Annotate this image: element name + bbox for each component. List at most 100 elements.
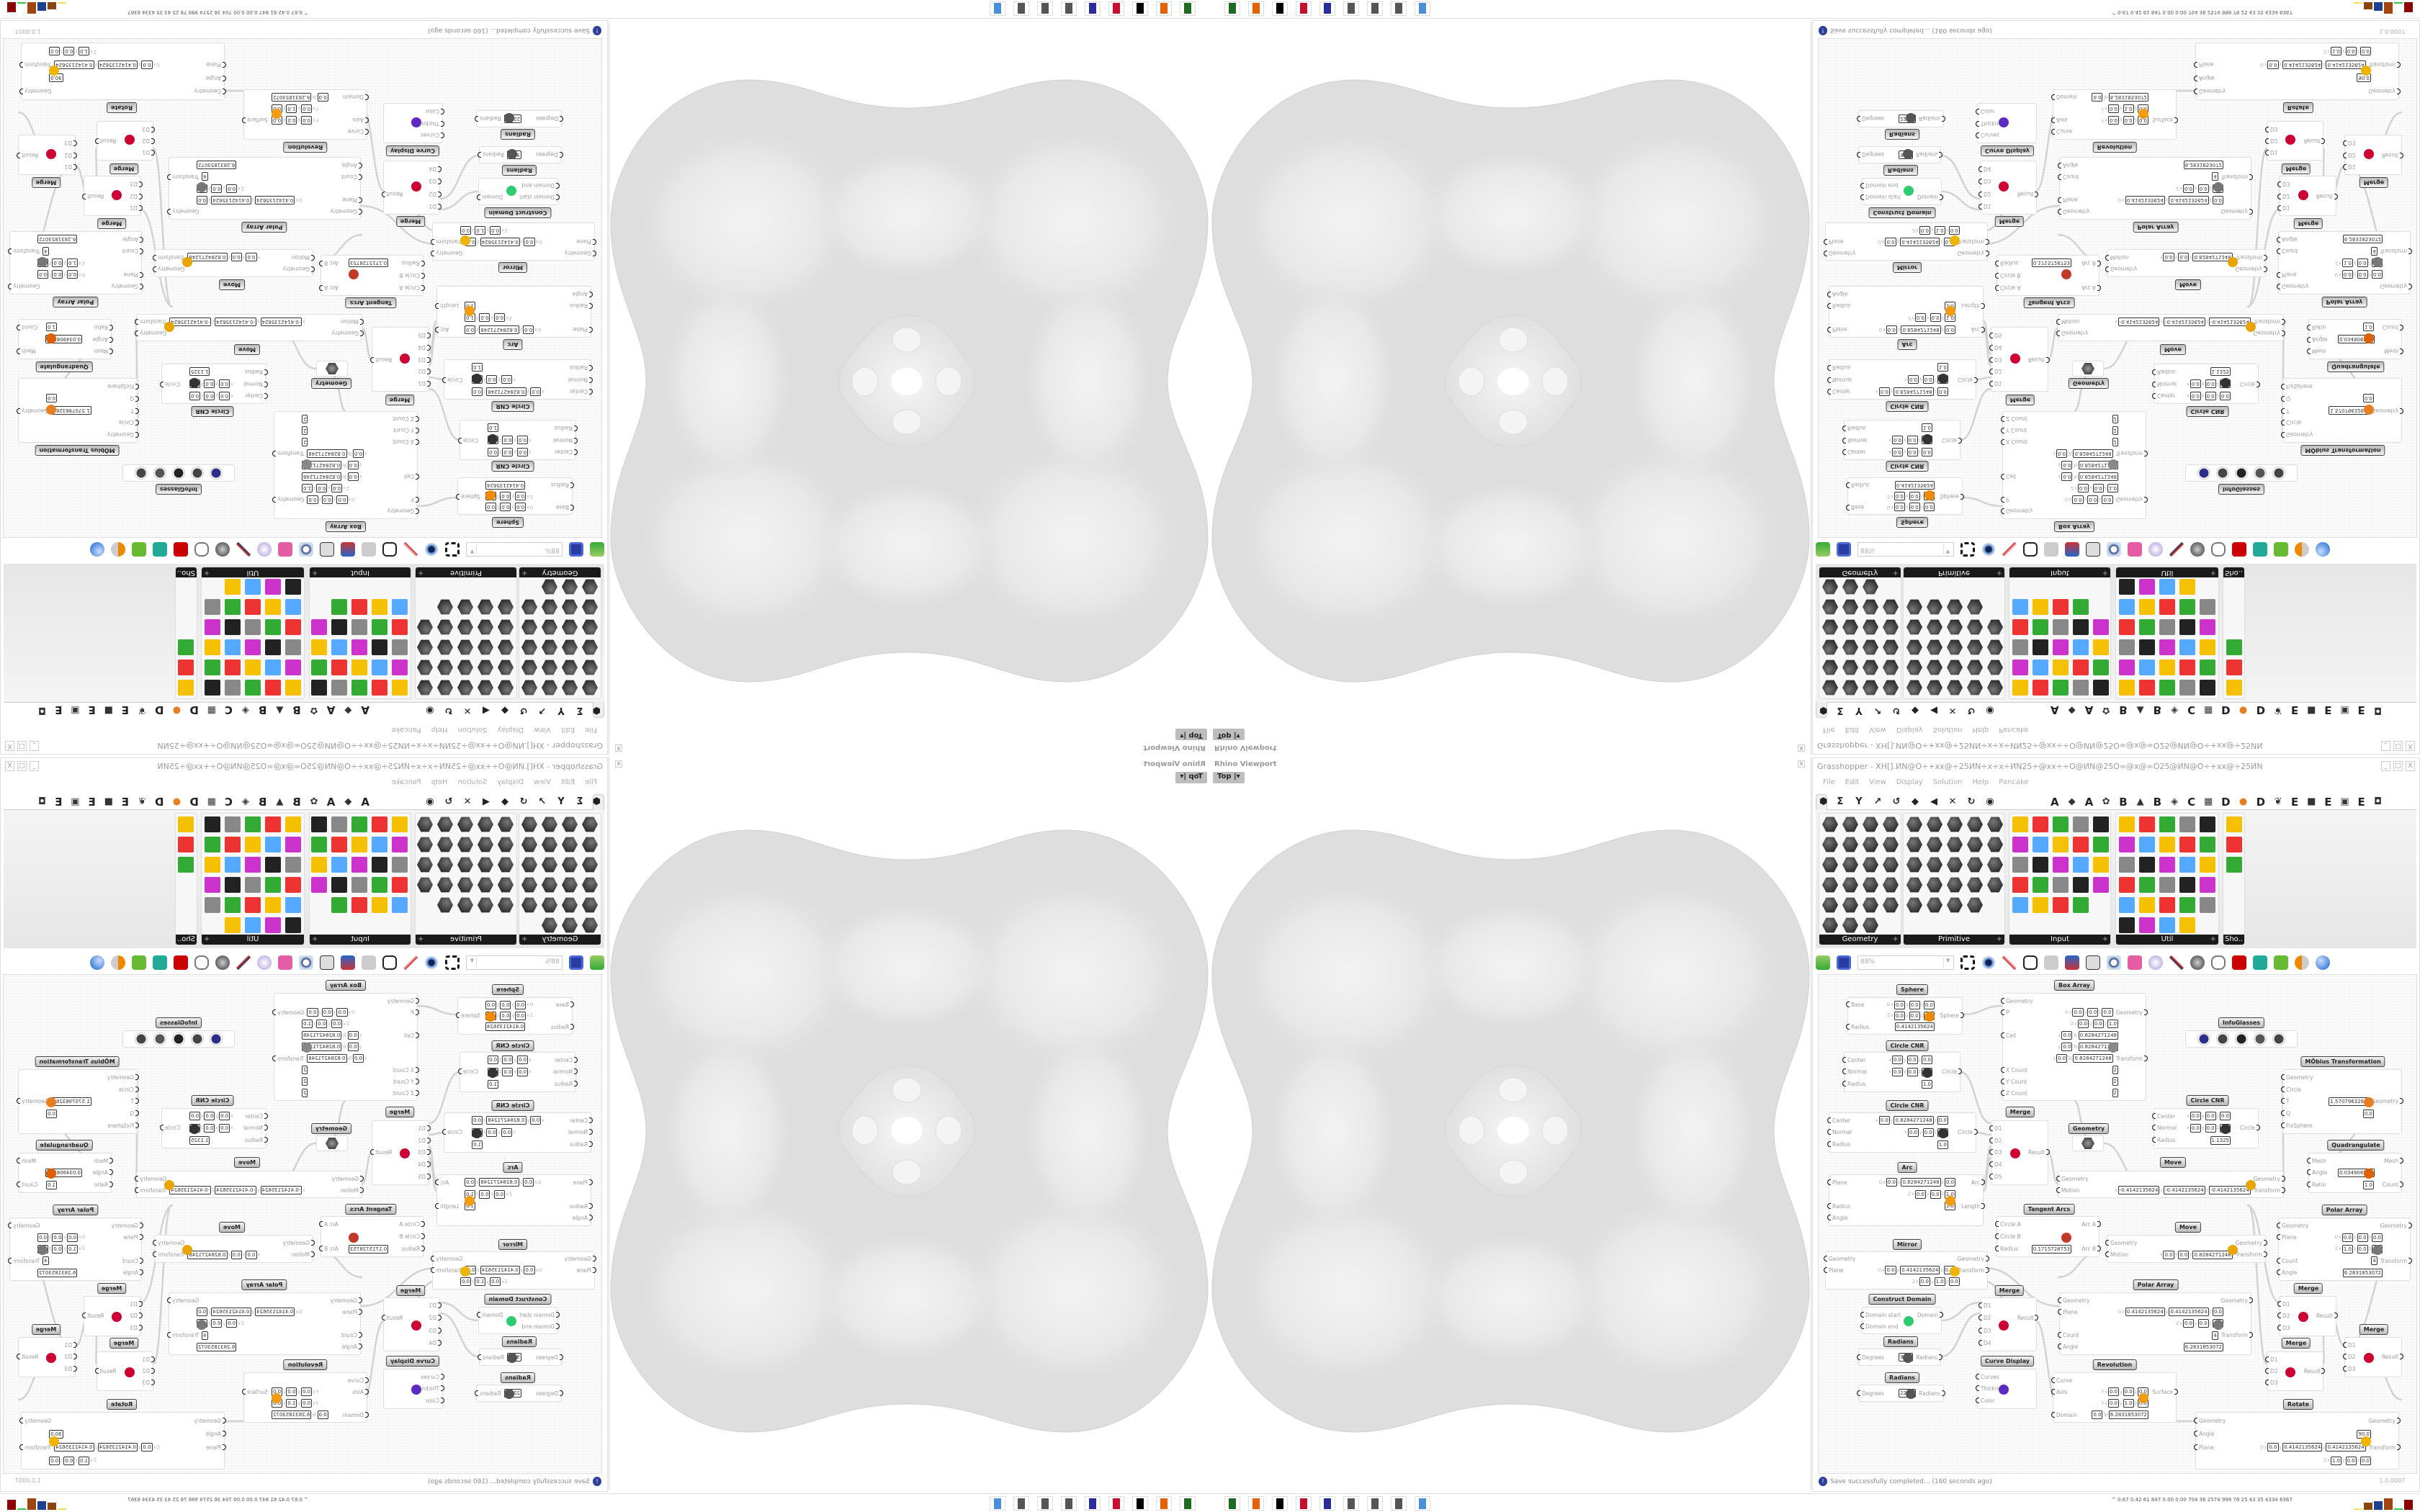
menu-edit[interactable]: Edit — [560, 778, 575, 786]
menu-display[interactable]: Display — [1896, 726, 1923, 734]
node-geometry[interactable] — [2072, 361, 2104, 377]
node-title[interactable]: Merge — [31, 177, 61, 188]
value-field[interactable]: 0.0 — [2360, 47, 2371, 56]
plugin-tab-icon[interactable]: ● — [2238, 796, 2248, 807]
input-grip[interactable] — [2281, 432, 2285, 438]
input-grip[interactable] — [1976, 132, 1979, 139]
output-grip[interactable] — [319, 285, 323, 291]
maze-icon[interactable] — [1391, 1496, 1407, 1511]
value-field[interactable]: 0.8284271248 — [2073, 449, 2113, 458]
value-field[interactable]: 0.1715728753 — [349, 258, 389, 268]
input-grip[interactable] — [365, 1411, 369, 1418]
value-field[interactable]: 1.0 — [1937, 363, 1948, 372]
value-field[interactable]: 0.0 — [1919, 225, 1930, 235]
output-grip[interactable] — [2249, 1297, 2253, 1303]
component-icon[interactable] — [351, 897, 367, 913]
value-field[interactable]: 0.0 — [37, 270, 49, 279]
component-icon[interactable] — [2139, 917, 2155, 933]
value-field[interactable]: 0.0 — [2205, 1112, 2216, 1121]
node-title[interactable]: Circle CNR — [2186, 406, 2229, 417]
output-grip[interactable] — [17, 1354, 20, 1360]
node-title[interactable]: InfoGlasses — [155, 484, 202, 495]
input-grip[interactable] — [1989, 381, 1993, 387]
node-title[interactable]: Merge — [2005, 1107, 2035, 1117]
node-title[interactable]: Radians — [502, 1336, 537, 1347]
value-field[interactable]: 1.5707963268 — [51, 406, 91, 415]
expand-panel-icon[interactable]: + — [1892, 935, 1899, 943]
value-field[interactable]: 0.0 — [1886, 1178, 1897, 1187]
value-field[interactable]: 0.4142135624 — [54, 60, 94, 69]
value-field[interactable]: 0.0 — [500, 503, 511, 512]
node-move[interactable]: Geometry Geometry Motion x 0.0 y 0.0 z 0.8284271… — [2105, 1235, 2267, 1263]
plugin-tab-icon[interactable]: ◆ — [344, 705, 352, 716]
panel-label[interactable]: Util + — [202, 567, 304, 577]
value-field[interactable]: 1.0 — [2330, 47, 2341, 56]
component-icon[interactable] — [265, 897, 281, 913]
value-field[interactable]: 0.0 — [1923, 1000, 1935, 1009]
plugin-tab-icon[interactable]: ◘ — [2374, 705, 2383, 716]
cluster-icon[interactable] — [2023, 955, 2038, 970]
input-grip[interactable] — [2265, 138, 2269, 145]
tab-a[interactable]: A — [361, 703, 369, 717]
component-icon[interactable] — [2033, 639, 2048, 655]
component-icon[interactable] — [311, 680, 327, 696]
component-icon[interactable] — [1883, 816, 1899, 832]
component-icon[interactable] — [1842, 639, 1858, 655]
component-icon[interactable] — [285, 877, 301, 893]
component-icon[interactable] — [562, 619, 578, 635]
value-field[interactable]: 0.4142135624 — [1900, 237, 1940, 246]
component-icon[interactable] — [478, 599, 493, 615]
input-grip[interactable] — [560, 1354, 563, 1360]
tab-d[interactable]: D — [2256, 703, 2266, 717]
input-grip[interactable] — [2058, 1344, 2061, 1350]
value-field[interactable]: 0.0 — [189, 1112, 201, 1121]
value-field[interactable]: 0.0 — [2102, 1008, 2113, 1017]
output-grip[interactable] — [1958, 437, 1962, 444]
input-grip[interactable] — [2281, 1110, 2285, 1117]
infoglasses-tool-icon[interactable] — [2254, 467, 2267, 480]
component-icon[interactable] — [2093, 680, 2109, 696]
component-icon[interactable] — [372, 857, 387, 873]
input-grip[interactable] — [2265, 1380, 2269, 1386]
view-selector[interactable]: Top |▾ — [1213, 772, 1245, 783]
input-grip[interactable] — [2277, 248, 2280, 255]
component-icon[interactable] — [372, 877, 387, 893]
component-icon[interactable] — [2053, 816, 2069, 832]
chevron-down-icon[interactable]: ▼ — [1943, 958, 1952, 968]
minimize-button[interactable]: _ — [30, 741, 39, 751]
value-field[interactable]: 0.0 — [1885, 1266, 1896, 1275]
input-grip[interactable] — [1995, 273, 1999, 279]
node-merge[interactable]: D1 D2 Result D3 D4 — [1978, 161, 2038, 215]
node-circle-cnr[interactable]: Centerx0.0y0.0z0.0Normalx0.0y0.0z1.0Circ… — [160, 364, 268, 404]
mesh-icon[interactable]: ◀ — [1930, 796, 1937, 807]
node-geometry[interactable] — [2072, 1135, 2104, 1151]
value-field[interactable]: 0.0 — [1914, 1189, 1926, 1199]
output-grip[interactable] — [456, 1012, 460, 1019]
plugin-tab-icon[interactable]: ❦ — [138, 796, 146, 807]
wires-icon[interactable] — [2169, 542, 2184, 557]
tab-c[interactable]: C — [2187, 703, 2196, 717]
node-title[interactable]: Sphere — [1896, 517, 1928, 528]
plugin-tab-icon[interactable]: ▣ — [71, 705, 80, 716]
input-grip[interactable] — [2281, 395, 2285, 402]
input-grip[interactable] — [1976, 1373, 1979, 1380]
output-grip[interactable] — [17, 324, 20, 330]
input-grip[interactable] — [1846, 482, 1850, 489]
component-icon[interactable] — [478, 857, 493, 873]
component-icon[interactable] — [457, 660, 473, 675]
node-circle-cnr[interactable]: Center x 0.0 y 0.8284271248 z 0.0 Normal x 0.0 y 0.… — [1827, 359, 1978, 400]
node-radians[interactable]: Degrees90.0Radians — [1857, 146, 1942, 163]
node-title[interactable]: Circle CNR — [191, 1095, 234, 1106]
value-field[interactable]: 0.0 — [230, 1250, 242, 1259]
input-grip[interactable] — [1827, 389, 1831, 395]
component-icon[interactable] — [2012, 837, 2028, 852]
value-field[interactable]: 1.0 — [67, 1244, 79, 1254]
value-field[interactable]: 0.0 — [2072, 1008, 2084, 1017]
chevron-down-icon[interactable]: ▼ — [1943, 544, 1952, 554]
tray-chevron-icon[interactable]: ^ — [302, 1497, 308, 1503]
value-field[interactable]: 0.0 — [2190, 391, 2201, 400]
maze-icon[interactable] — [1367, 1, 1383, 16]
